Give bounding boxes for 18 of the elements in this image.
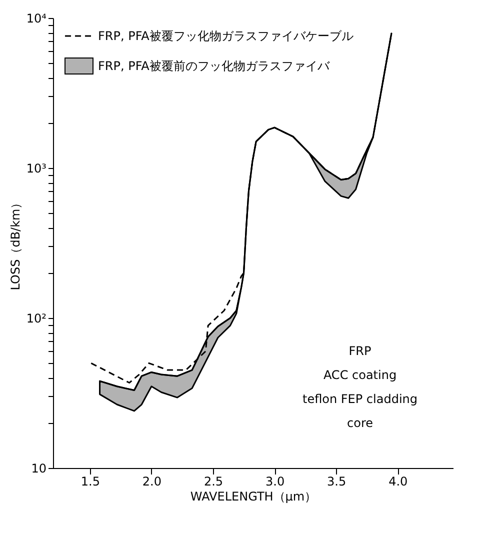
x-tick-label: 1.5 xyxy=(80,474,100,488)
annotation: teflon FEP cladding xyxy=(302,392,418,406)
annotation: core xyxy=(347,416,373,430)
y-axis-title: LOSS（dB/km） xyxy=(8,196,22,290)
x-tick-label: 2.5 xyxy=(204,474,224,488)
legend-label: FRP, PFA被覆前のフッ化物ガラスファイバ xyxy=(98,59,330,73)
x-tick-label: 2.0 xyxy=(142,474,162,488)
y-tick-label: 10 xyxy=(31,462,46,476)
annotation: FRP xyxy=(348,344,372,358)
y-tick-label: 10⁴ xyxy=(26,12,47,26)
y-tick-label: 10² xyxy=(26,312,47,326)
x-tick-label: 3.5 xyxy=(327,474,346,488)
legend-label: FRP, PFA被覆フッ化物ガラスファイバケーブル xyxy=(98,29,354,43)
x-tick-label: 4.0 xyxy=(388,474,408,488)
x-axis-title: WAVELENGTH（μm） xyxy=(190,490,317,504)
annotation: ACC coating xyxy=(323,368,397,382)
x-tick-label: 3.0 xyxy=(265,474,285,488)
y-tick-label: 10³ xyxy=(26,162,47,176)
